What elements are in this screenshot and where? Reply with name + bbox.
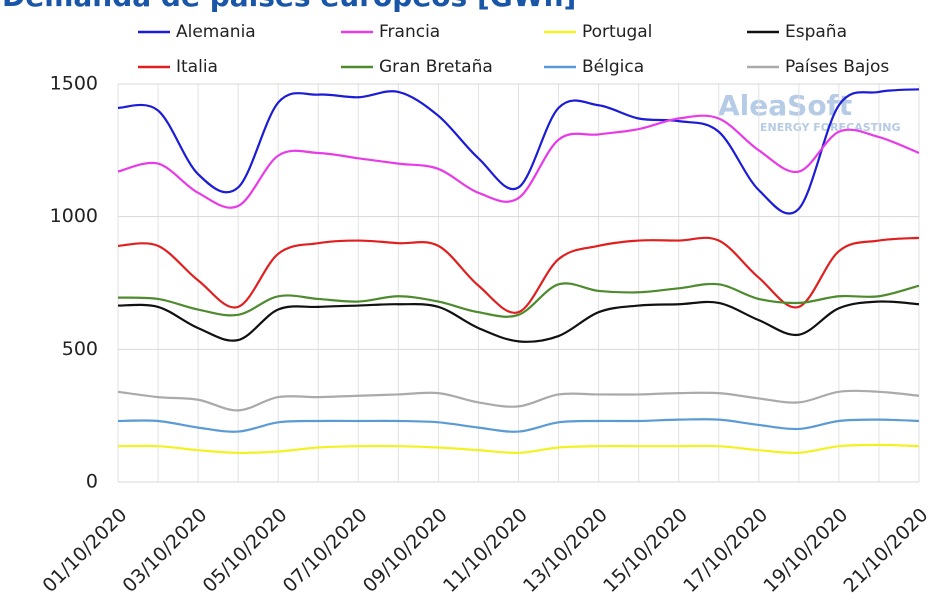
legend-label: Bélgica (582, 57, 644, 77)
legend-label: Países Bajos (785, 57, 889, 77)
legend-label: Italia (176, 57, 218, 77)
legend-label: España (785, 22, 847, 42)
legend-label: Portugal (582, 22, 652, 42)
legend-label: Francia (379, 22, 440, 42)
watermark: AleaSoft (718, 89, 852, 122)
y-tick-label: 0 (86, 471, 98, 493)
series-line (117, 300, 920, 343)
series-line (117, 389, 920, 412)
y-tick-label: 500 (62, 338, 98, 360)
chart-title: Demanda de países europeos [GWh] (2, 0, 576, 13)
series-line (117, 88, 920, 215)
legend-label: Alemania (176, 22, 256, 42)
y-tick-label: 1000 (50, 205, 98, 227)
series-line (117, 236, 920, 314)
series-line (117, 114, 920, 209)
series-line (117, 282, 920, 318)
y-tick-label: 1500 (50, 73, 98, 95)
x-tick-label: 21/10/2020 (839, 504, 932, 595)
series-line (117, 443, 920, 455)
legend-label: Gran Bretaña (379, 57, 493, 77)
series-line (117, 418, 920, 433)
